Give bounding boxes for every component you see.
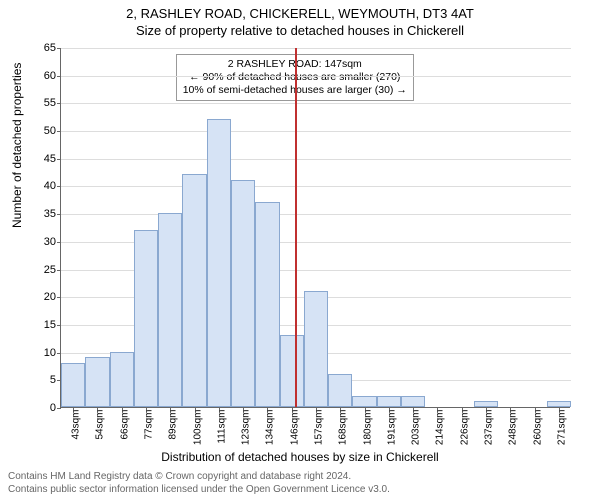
- y-tick-mark: [57, 131, 61, 132]
- y-tick-mark: [57, 297, 61, 298]
- gridline: [61, 186, 571, 187]
- gridline: [61, 159, 571, 160]
- footer-line1: Contains HM Land Registry data © Crown c…: [8, 471, 390, 484]
- y-tick-mark: [57, 103, 61, 104]
- histogram-bar: [255, 202, 279, 407]
- gridline: [61, 48, 571, 49]
- histogram-bar: [231, 180, 255, 407]
- x-axis-label: Distribution of detached houses by size …: [0, 450, 600, 464]
- chart-container: 2, RASHLEY ROAD, CHICKERELL, WEYMOUTH, D…: [0, 0, 600, 500]
- y-tick-label: 55: [31, 97, 56, 109]
- chart-title-subtitle: Size of property relative to detached ho…: [0, 21, 600, 38]
- y-tick-mark: [57, 242, 61, 243]
- y-tick-mark: [57, 325, 61, 326]
- histogram-bar: [207, 119, 231, 407]
- y-tick-label: 45: [31, 153, 56, 165]
- footer-attribution: Contains HM Land Registry data © Crown c…: [8, 471, 390, 496]
- gridline: [61, 103, 571, 104]
- y-tick-mark: [57, 353, 61, 354]
- gridline: [61, 214, 571, 215]
- y-axis-label: Number of detached properties: [10, 63, 24, 228]
- histogram-bar: [377, 396, 401, 407]
- chart-title-address: 2, RASHLEY ROAD, CHICKERELL, WEYMOUTH, D…: [0, 0, 600, 21]
- y-tick-label: 65: [31, 42, 56, 54]
- y-tick-label: 60: [31, 70, 56, 82]
- y-tick-label: 20: [31, 291, 56, 303]
- y-tick-mark: [57, 214, 61, 215]
- y-tick-mark: [57, 186, 61, 187]
- y-tick-mark: [57, 408, 61, 409]
- y-tick-mark: [57, 159, 61, 160]
- gridline: [61, 76, 571, 77]
- y-tick-label: 15: [31, 319, 56, 331]
- y-tick-label: 30: [31, 236, 56, 248]
- y-tick-label: 5: [31, 374, 56, 386]
- histogram-bar: [61, 363, 85, 407]
- histogram-bar: [328, 374, 352, 407]
- y-tick-label: 25: [31, 264, 56, 276]
- histogram-bar: [134, 230, 158, 407]
- y-tick-mark: [57, 270, 61, 271]
- histogram-bar: [401, 396, 425, 407]
- histogram-bar: [85, 357, 109, 407]
- y-tick-mark: [57, 48, 61, 49]
- y-tick-label: 35: [31, 208, 56, 220]
- marker-line: [295, 48, 297, 407]
- chart-area: 2 RASHLEY ROAD: 147sqm ← 90% of detached…: [60, 48, 570, 408]
- y-tick-label: 50: [31, 125, 56, 137]
- y-tick-label: 40: [31, 180, 56, 192]
- histogram-bar: [304, 291, 328, 407]
- footer-line2: Contains public sector information licen…: [8, 484, 390, 497]
- histogram-bar: [352, 396, 376, 407]
- y-tick-label: 0: [31, 402, 56, 414]
- y-tick-mark: [57, 76, 61, 77]
- histogram-bar: [110, 352, 134, 407]
- histogram-bar: [182, 174, 206, 407]
- histogram-bar: [280, 335, 304, 407]
- gridline: [61, 131, 571, 132]
- histogram-bar: [158, 213, 182, 407]
- plot-region: 2 RASHLEY ROAD: 147sqm ← 90% of detached…: [60, 48, 570, 408]
- y-tick-label: 10: [31, 347, 56, 359]
